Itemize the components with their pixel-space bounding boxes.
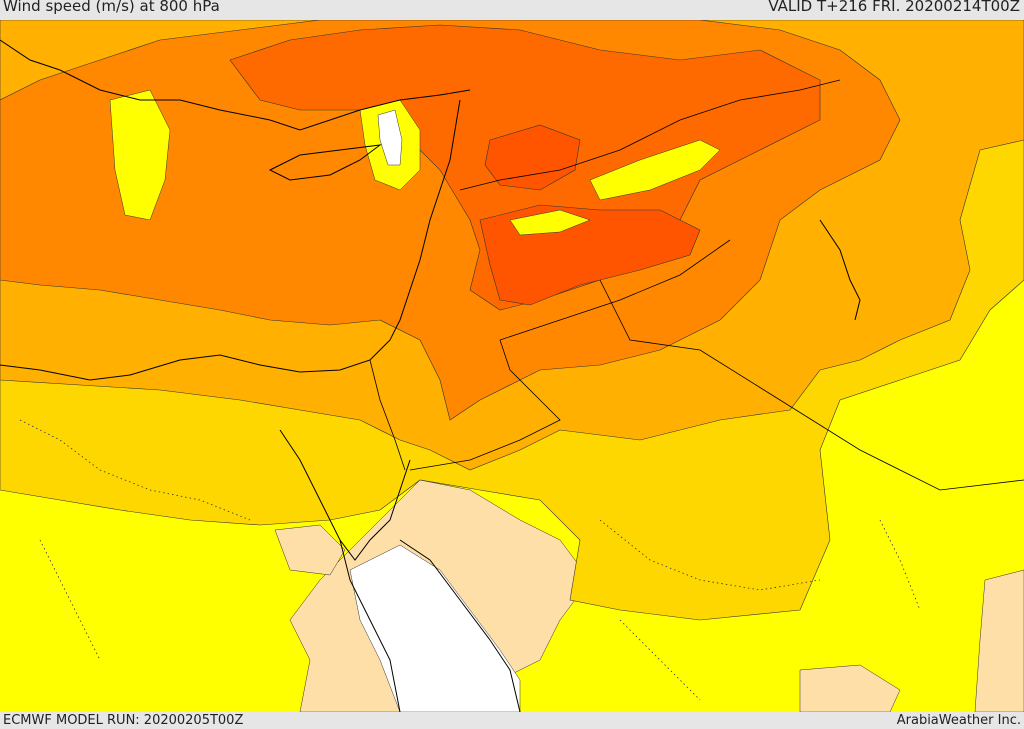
border-jordan-saudi [409,339,561,471]
field-low-streak-syria [589,139,721,201]
coastline-sinai [279,429,411,561]
dotted-boundary-arabia [599,519,921,701]
dotted-boundary-west [19,419,251,661]
border-iraq-saudi [499,239,1024,491]
field-missing-red-sea [349,544,521,712]
field-lowest-far-southeast [974,569,1024,712]
map-title: Wind speed (m/s) at 800 hPa [3,0,220,15]
footer-bar: ECMWF MODEL RUN: 20200205T00Z ArabiaWeat… [0,712,1024,729]
credit: ArabiaWeather Inc. [896,713,1021,728]
valid-time: VALID T+216 FRI. 20200214T00Z [768,0,1020,15]
coastline-turkey [0,39,471,131]
field-extreme-north [484,124,581,191]
border-syria-iraq [459,79,841,191]
map-canvas [0,20,1024,712]
field-lowest-southwest [274,524,346,576]
field-low-streak-lebanon [509,209,591,236]
coastline-persian-gulf [819,219,861,321]
field-missing-cyprus [377,109,403,166]
coastline-red-sea [339,539,521,712]
model-run: ECMWF MODEL RUN: 20200205T00Z [3,713,244,728]
field-lowest-southeast [799,664,901,712]
field-low-streak-west [109,89,171,221]
border-egypt [369,359,406,471]
coastline-cyprus [268,144,382,181]
wind-speed-map[interactable] [0,20,1024,712]
header-bar: Wind speed (m/s) at 800 hPa VALID T+216 … [0,0,1024,20]
